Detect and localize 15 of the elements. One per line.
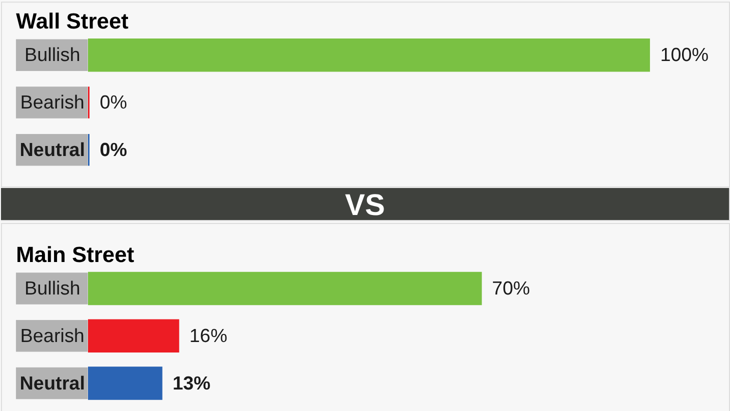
data-label: 16%	[189, 326, 228, 347]
text: VS	[345, 188, 385, 222]
y-tick-label: Bullish	[24, 45, 80, 66]
data-label: 0%	[100, 92, 128, 114]
y-tick-label: Neutral	[20, 140, 85, 161]
data-label: 70%	[492, 278, 530, 300]
chart-title: Main Street	[16, 242, 135, 267]
y-tick-label: Bullish	[24, 278, 80, 300]
data-label: 13%	[172, 373, 211, 394]
data-label: 100%	[660, 45, 709, 66]
y-tick-label: Bearish	[20, 326, 84, 347]
chart-title: Wall Street	[16, 8, 130, 34]
y-tick-label: Bearish	[20, 92, 84, 114]
data-label: 0%	[100, 140, 128, 161]
y-tick-label: Neutral	[20, 373, 85, 394]
